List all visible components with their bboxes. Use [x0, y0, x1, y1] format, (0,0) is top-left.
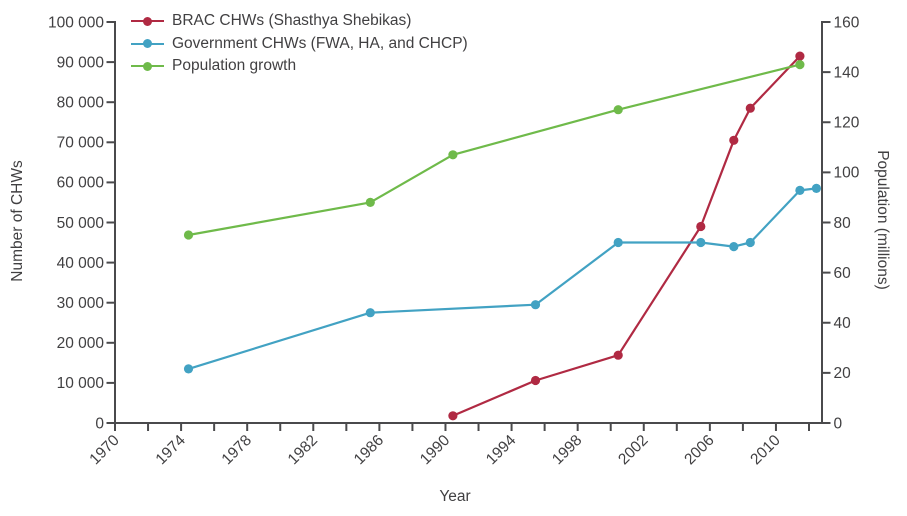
y-left-tick-label: 80 000	[57, 95, 105, 112]
data-point	[811, 183, 822, 193]
y-left-tick-label: 10 000	[57, 375, 105, 392]
y-left-tick-label: 90 000	[57, 54, 105, 71]
x-tick-label: 1970	[86, 432, 123, 469]
y-left-tick-label: 30 000	[57, 295, 105, 312]
data-point	[696, 237, 706, 248]
legend: BRAC CHWs (Shasthya Shebikas) Government…	[131, 10, 468, 78]
legend-item-brac: BRAC CHWs (Shasthya Shebikas)	[131, 10, 468, 33]
x-tick-label: 1978	[219, 432, 255, 468]
y-right-tick-label: 160	[834, 14, 860, 31]
data-point	[183, 364, 194, 374]
series-line-1	[187, 187, 818, 370]
data-point	[745, 237, 755, 248]
y-left-tick-label: 50 000	[57, 215, 105, 232]
data-point	[795, 51, 805, 61]
y-right-tick-label: 40	[834, 315, 852, 332]
y-axis-label-right: Population (millions)	[874, 150, 891, 290]
y-right-tick-label: 80	[834, 215, 852, 232]
y-left-tick-label: 20 000	[57, 335, 105, 352]
data-point	[530, 375, 541, 386]
y-axis-label-left: Number of CHWs	[9, 160, 26, 282]
data-point	[448, 150, 458, 160]
x-tick-label: 1998	[549, 432, 585, 468]
y-right-tick-label: 0	[834, 415, 843, 432]
legend-marker-government	[131, 39, 164, 49]
x-tick-label: 1974	[153, 432, 190, 469]
y-right-tick-label: 100	[834, 165, 860, 182]
y-left-tick-label: 100 000	[48, 14, 104, 31]
data-point	[365, 197, 375, 207]
x-tick-label: 1990	[417, 432, 454, 469]
legend-marker-brac	[131, 16, 164, 26]
data-point	[365, 308, 375, 318]
data-point	[795, 185, 805, 195]
legend-label-population: Population growth	[172, 57, 297, 75]
x-tick-label: 2006	[681, 432, 717, 468]
legend-label-brac: BRAC CHWs (Shasthya Shebikas)	[172, 12, 412, 30]
legend-marker-population	[131, 61, 164, 71]
data-point	[613, 105, 623, 115]
data-point	[183, 230, 194, 240]
x-tick-label: 1986	[351, 432, 387, 468]
data-point	[448, 411, 458, 421]
x-tick-label: 2010	[747, 432, 784, 469]
x-axis-label: Year	[439, 488, 471, 505]
x-tick-label: 1994	[483, 432, 520, 469]
y-left-tick-label: 60 000	[57, 175, 105, 192]
legend-item-government: Government CHWs (FWA, HA, and CHCP)	[131, 33, 468, 56]
legend-item-population: Population growth	[131, 55, 468, 78]
y-left-tick-label: 40 000	[57, 255, 105, 272]
data-point	[530, 300, 541, 310]
y-left-tick-label: 0	[95, 415, 104, 432]
y-left-tick-label: 70 000	[57, 135, 105, 152]
data-point	[696, 221, 706, 232]
y-right-tick-label: 60	[834, 265, 852, 282]
data-point	[729, 135, 739, 145]
data-point	[613, 237, 623, 248]
data-point	[613, 350, 623, 360]
x-tick-label: 2002	[615, 432, 651, 468]
legend-label-government: Government CHWs (FWA, HA, and CHCP)	[172, 34, 468, 52]
x-tick-label: 1982	[285, 432, 321, 468]
data-point	[795, 60, 805, 70]
y-right-tick-label: 20	[834, 365, 852, 382]
y-right-tick-label: 120	[834, 115, 860, 132]
data-point	[729, 242, 739, 252]
data-point	[745, 103, 755, 113]
y-right-tick-label: 140	[834, 64, 860, 81]
